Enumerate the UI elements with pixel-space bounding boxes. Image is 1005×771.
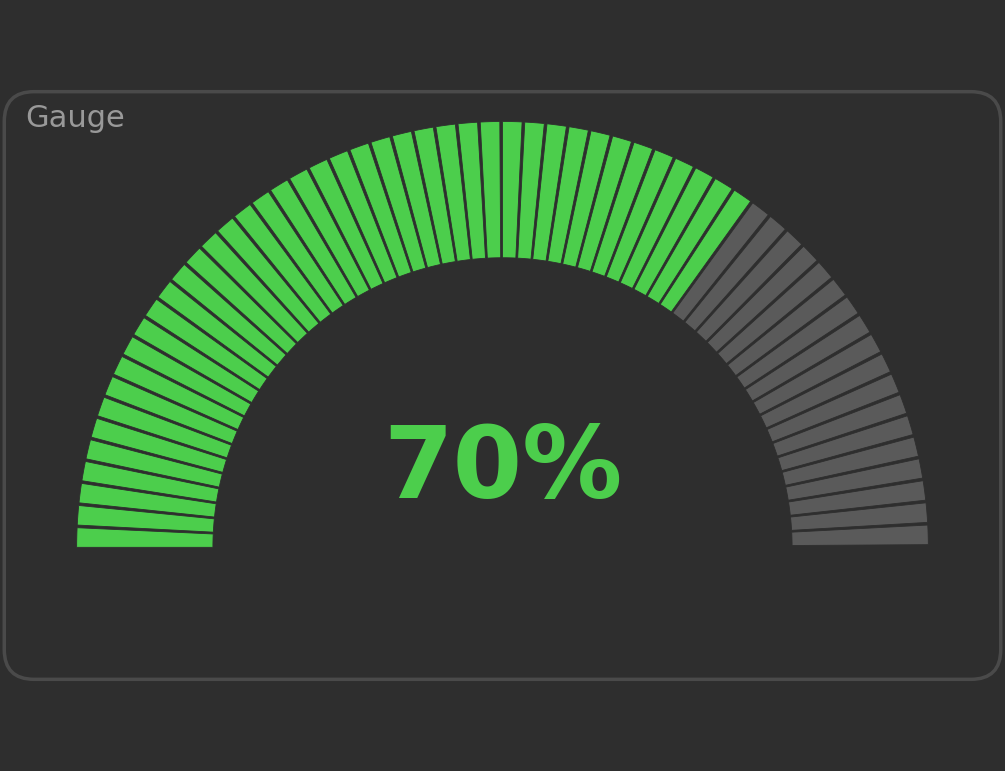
Wedge shape	[773, 395, 907, 456]
Wedge shape	[252, 192, 344, 313]
Wedge shape	[392, 131, 440, 268]
Wedge shape	[696, 231, 802, 342]
Wedge shape	[746, 315, 870, 401]
Wedge shape	[146, 299, 267, 389]
Wedge shape	[270, 180, 356, 305]
Wedge shape	[234, 204, 331, 322]
Wedge shape	[201, 233, 308, 342]
Wedge shape	[548, 126, 588, 264]
Wedge shape	[79, 483, 216, 517]
Wedge shape	[86, 439, 222, 487]
Wedge shape	[77, 506, 214, 532]
Wedge shape	[480, 122, 500, 258]
Wedge shape	[114, 356, 243, 429]
Wedge shape	[436, 124, 470, 261]
Wedge shape	[533, 124, 567, 261]
Wedge shape	[791, 503, 928, 530]
Wedge shape	[76, 527, 213, 547]
Wedge shape	[660, 190, 751, 312]
Wedge shape	[672, 203, 769, 322]
Wedge shape	[634, 168, 714, 295]
Wedge shape	[518, 122, 545, 259]
Wedge shape	[789, 480, 926, 515]
Wedge shape	[158, 281, 276, 377]
Wedge shape	[350, 143, 411, 277]
Wedge shape	[134, 318, 258, 402]
Wedge shape	[414, 127, 455, 264]
Wedge shape	[310, 160, 383, 289]
Wedge shape	[647, 179, 733, 304]
Wedge shape	[786, 459, 923, 500]
Wedge shape	[186, 248, 296, 354]
Wedge shape	[792, 525, 929, 546]
Wedge shape	[289, 169, 370, 297]
Wedge shape	[778, 416, 914, 470]
Wedge shape	[718, 262, 832, 364]
Text: Gauge: Gauge	[25, 104, 126, 133]
Wedge shape	[105, 376, 237, 443]
Wedge shape	[371, 136, 426, 272]
Wedge shape	[754, 335, 880, 414]
Wedge shape	[172, 264, 286, 365]
Wedge shape	[592, 143, 652, 276]
Wedge shape	[123, 337, 251, 416]
Wedge shape	[767, 374, 899, 442]
Wedge shape	[620, 158, 693, 288]
Wedge shape	[728, 279, 845, 375]
Wedge shape	[761, 354, 890, 428]
Wedge shape	[684, 217, 786, 331]
Wedge shape	[578, 136, 631, 271]
Wedge shape	[782, 437, 919, 485]
Wedge shape	[81, 461, 219, 502]
Wedge shape	[708, 246, 817, 352]
Wedge shape	[606, 150, 673, 282]
Wedge shape	[737, 297, 858, 388]
Wedge shape	[563, 131, 610, 267]
Text: 70%: 70%	[383, 423, 622, 519]
Wedge shape	[91, 419, 226, 473]
Wedge shape	[502, 122, 523, 258]
Wedge shape	[217, 218, 319, 332]
Wedge shape	[330, 150, 397, 283]
Wedge shape	[458, 123, 485, 259]
Wedge shape	[97, 397, 231, 458]
